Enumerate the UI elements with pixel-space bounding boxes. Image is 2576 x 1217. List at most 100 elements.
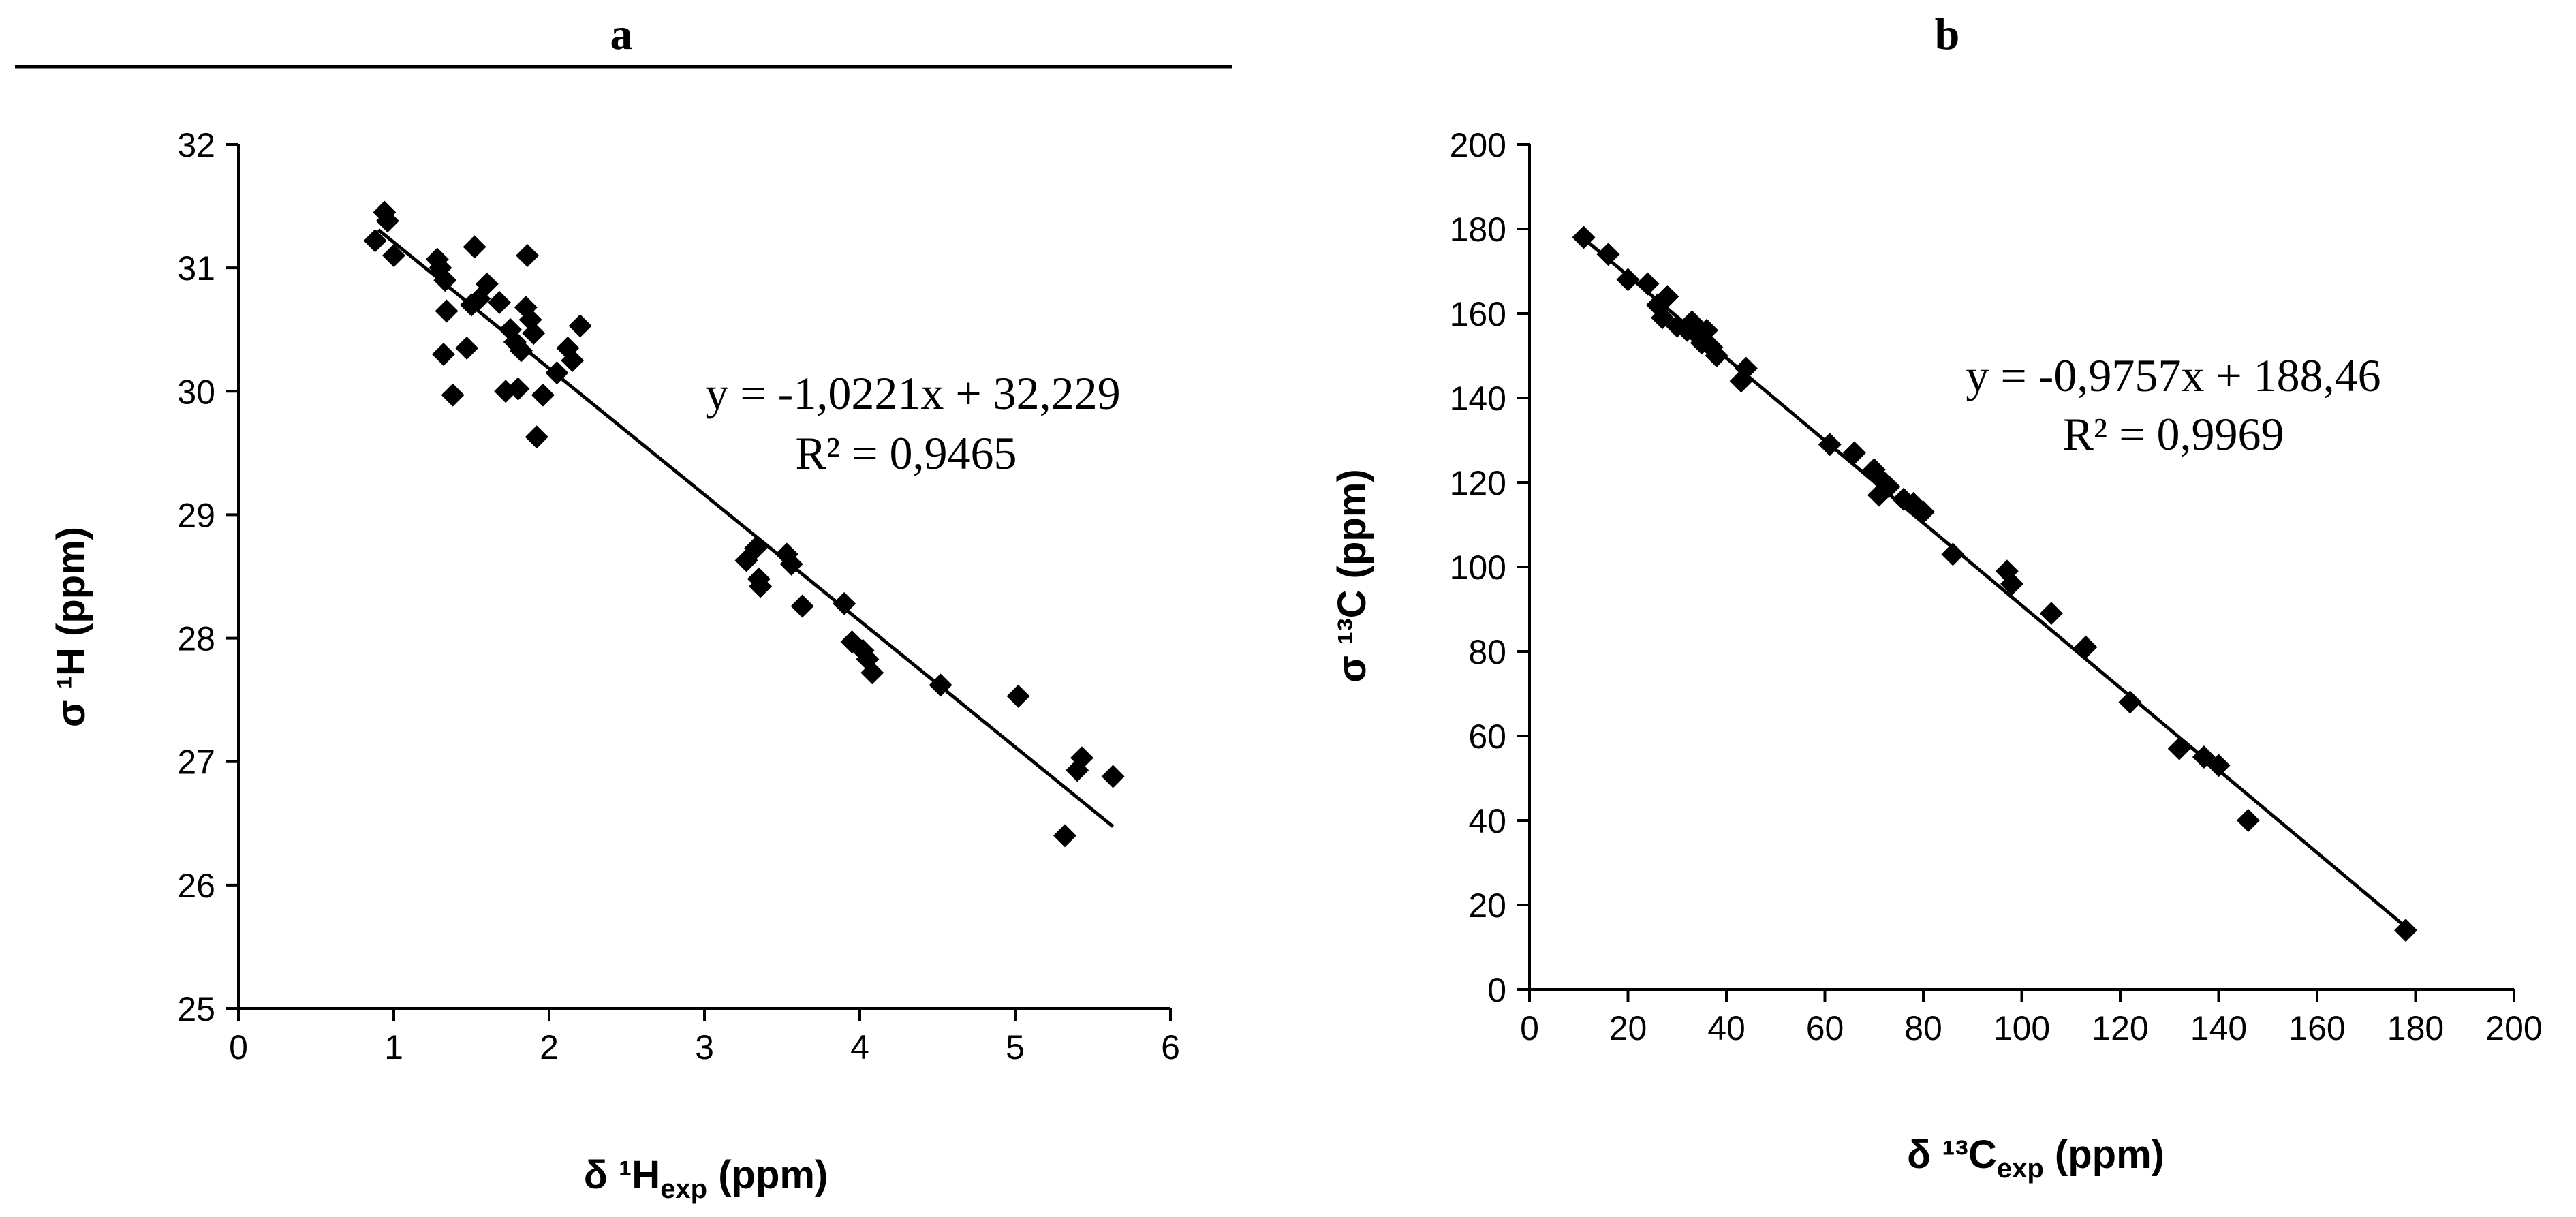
panel-b-y-axis-label: σ ¹³C (ppm) xyxy=(1330,469,1374,682)
panel-a-data-point xyxy=(441,383,465,407)
panel-a-trendline-group xyxy=(377,228,1115,828)
panel-b-data-point xyxy=(1651,306,1675,330)
panel-a-y-axis-label: σ ¹H (ppm) xyxy=(49,527,93,727)
panel-a-data-point xyxy=(525,425,548,449)
panel-b-x-tick-label: 140 xyxy=(2190,1009,2247,1047)
panel-b-label: b xyxy=(1935,10,1960,59)
panel-a-y-tick-label: 30 xyxy=(177,373,215,411)
panel-b-y-tick-label: 200 xyxy=(1450,126,1506,164)
panel-a-data-point xyxy=(929,673,952,697)
panel-b-data-point xyxy=(2000,572,2024,596)
panel-a-data-point xyxy=(522,322,546,345)
panel-a-data-point xyxy=(455,336,479,360)
panel-b-x-tick-label: 120 xyxy=(2092,1009,2148,1047)
panel-b-data-point xyxy=(2074,635,2098,659)
panel-b-chart: b 0 20 40 60 80 100 120 140 160 180 200 0 20 40 60 80 10… xyxy=(1330,10,2543,1184)
panel-a-x-axis-label: δ ¹Hexp (ppm) xyxy=(584,1153,828,1204)
panel-a-x-tick-label: 1 xyxy=(384,1028,403,1066)
panel-b-axes xyxy=(1528,144,2514,991)
panel-b-y-tick-label: 60 xyxy=(1468,718,1506,756)
panel-b-x-tick-label: 80 xyxy=(1904,1009,1942,1047)
panel-a-data-point xyxy=(506,377,530,401)
panel-b-data-point xyxy=(2207,754,2231,777)
panel-b-x-tick-label: 100 xyxy=(1993,1009,2050,1047)
panel-a-label: a xyxy=(610,10,633,59)
panel-a-y-tick-label: 25 xyxy=(177,990,215,1028)
panel-a-data-point xyxy=(431,342,455,366)
panel-a-x-tick-label: 3 xyxy=(695,1028,714,1066)
panel-a-y-tick-label: 29 xyxy=(177,496,215,534)
panel-b-y-tick-label: 80 xyxy=(1468,633,1506,671)
panel-a-data-point xyxy=(779,552,803,576)
panel-b-x-tick-label: 40 xyxy=(1707,1009,1745,1047)
panel-b-data-point xyxy=(1656,285,1679,309)
panel-b-y-tick-label: 160 xyxy=(1450,295,1506,333)
panel-b-y-tick-label: 140 xyxy=(1450,380,1506,418)
panel-a-data-point xyxy=(531,383,555,407)
panel-b-data-point xyxy=(1877,475,1901,499)
panel-a-data-point xyxy=(790,594,814,618)
panel-a-data-point xyxy=(433,268,457,292)
panel-b-r-squared: R² = 0,9969 xyxy=(2062,408,2284,460)
panel-b-x-tick-label: 160 xyxy=(2288,1009,2345,1047)
panel-b-data-point xyxy=(1941,542,1965,566)
panel-a-data-point xyxy=(556,336,580,360)
panel-a-data-point xyxy=(1006,684,1030,708)
panel-a-data-point xyxy=(749,574,773,598)
panel-a-ticks: 0 1 2 3 4 5 6 25 26 27 28 29 30 31 32 xyxy=(177,126,1180,1066)
panel-b-y-tick-label: 0 xyxy=(1487,971,1506,1009)
panel-a-data-point xyxy=(1101,765,1125,788)
panel-a-y-tick-label: 28 xyxy=(177,620,215,658)
panel-b-x-tick-label: 180 xyxy=(2387,1009,2444,1047)
panel-b-data-point xyxy=(1636,272,1660,296)
panel-a-data-point xyxy=(833,591,856,615)
panel-a-y-tick-label: 26 xyxy=(177,867,215,905)
panel-a-data-point xyxy=(475,272,499,296)
panel-a-x-tick-label: 2 xyxy=(540,1028,559,1066)
panel-a-data-point xyxy=(545,361,569,385)
panel-a-r-squared: R² = 0,9465 xyxy=(795,427,1017,479)
panel-a-data-point xyxy=(435,299,459,323)
panel-b-data-point xyxy=(1734,356,1758,380)
panel-b-y-tick-label: 180 xyxy=(1450,211,1506,249)
panel-a-data-point xyxy=(516,244,540,268)
panel-a-x-tick-label: 6 xyxy=(1161,1028,1180,1066)
panel-b-x-tick-label: 200 xyxy=(2485,1009,2542,1047)
panel-b-data-point xyxy=(2118,690,2142,714)
panel-a-x-tick-label: 4 xyxy=(850,1028,869,1066)
panel-a-y-tick-label: 31 xyxy=(177,249,215,288)
panel-b-data-point xyxy=(1616,268,1640,292)
panel-b-data-point xyxy=(1705,344,1728,367)
panel-b-x-tick-label: 60 xyxy=(1806,1009,1844,1047)
panel-b-x-tick-label: 0 xyxy=(1520,1009,1539,1047)
panel-b-data-point xyxy=(2039,602,2063,626)
panel-a-regression-equation: y = -1,0221x + 32,229 xyxy=(705,367,1120,419)
panel-b-data-point xyxy=(1572,226,1596,249)
panel-a-trendline xyxy=(377,228,1115,828)
panel-a-y-tick-label: 32 xyxy=(177,126,215,164)
panel-a-data-point xyxy=(463,235,486,259)
panel-b-y-tick-label: 20 xyxy=(1468,887,1506,925)
panel-b-points xyxy=(1572,226,2418,942)
panel-b-data-point xyxy=(2167,737,2191,760)
panel-a-x-tick-label: 0 xyxy=(229,1028,248,1066)
panel-b-data-point xyxy=(1842,441,1866,465)
panel-b-data-point xyxy=(1695,318,1719,342)
panel-a-axes xyxy=(237,144,1170,1010)
panel-b-x-tick-label: 20 xyxy=(1609,1009,1647,1047)
panel-b-data-point xyxy=(1596,243,1620,266)
panel-b-y-tick-label: 100 xyxy=(1450,549,1506,587)
panel-a-points xyxy=(363,200,1125,848)
panel-a-data-point xyxy=(744,536,768,560)
panel-a-data-point xyxy=(860,661,884,685)
panel-a-data-point xyxy=(1053,824,1076,848)
panel-a-data-point xyxy=(509,339,533,363)
panel-b-data-point xyxy=(1818,433,1842,457)
panel-b-data-point xyxy=(2394,919,2418,942)
panel-b-x-axis-label: δ ¹³Cexp (ppm) xyxy=(1907,1133,2164,1184)
panel-b-data-point xyxy=(1912,500,1935,524)
panel-a-data-point xyxy=(375,209,399,233)
panel-a-data-point xyxy=(488,290,512,314)
panel-a-data-point xyxy=(382,244,405,268)
